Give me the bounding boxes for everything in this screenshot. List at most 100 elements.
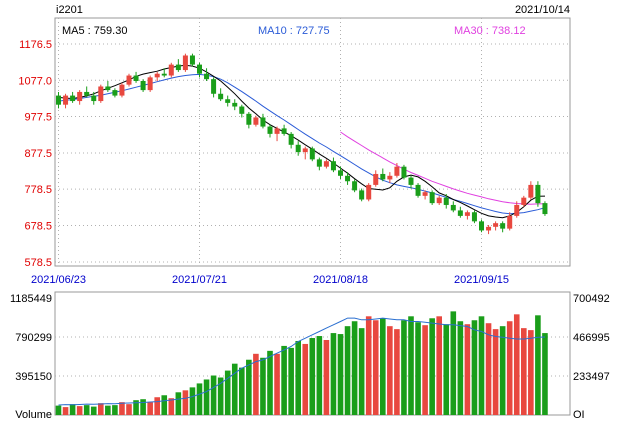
candle-body <box>232 102 238 107</box>
volume-bar <box>69 404 76 415</box>
price-tick-label: 1077.0 <box>18 75 52 87</box>
candle-body <box>161 73 167 76</box>
volume-bar <box>253 353 259 415</box>
volume-bar <box>323 339 330 415</box>
volume-bar <box>133 400 139 415</box>
open-interest-line <box>58 317 546 406</box>
volume-bar <box>316 336 323 415</box>
volume-bar <box>224 370 231 415</box>
candle-body <box>380 173 386 180</box>
price-y-ticks: 1176.5 1077.0 977.5 877.5 778.5 678.5 578.5 <box>18 39 52 269</box>
candle-body <box>274 128 280 134</box>
volume-bar <box>351 321 358 415</box>
price-tick-label: 877.5 <box>24 148 52 160</box>
candle-body <box>63 95 69 105</box>
ma10-line <box>58 73 546 215</box>
candle-body <box>154 73 160 78</box>
candle-body <box>133 75 139 82</box>
oi-right-tick: 466995 <box>573 332 610 344</box>
volume-left-tick: 395150 <box>15 371 52 383</box>
candle-body <box>175 64 181 71</box>
volume-bar <box>288 347 294 415</box>
volume-bar <box>239 367 245 415</box>
date-label: 2021/10/14 <box>515 4 570 16</box>
candle-body <box>542 203 548 215</box>
volume-bar <box>246 359 252 415</box>
candle-body <box>450 204 456 211</box>
candle-body <box>182 55 188 71</box>
candle-body <box>56 95 61 105</box>
volume-bar <box>464 324 471 415</box>
candle-body <box>330 161 336 171</box>
volume-bar <box>196 383 203 415</box>
candle-body <box>415 184 421 196</box>
candle-body <box>225 99 231 103</box>
oi-right-tick: 700492 <box>573 293 610 305</box>
volume-bar <box>76 406 83 415</box>
candle-body <box>464 212 470 216</box>
volume-bar <box>365 316 372 415</box>
volume-bar <box>302 343 309 415</box>
candle-body <box>316 159 322 167</box>
volume-bar <box>154 397 160 415</box>
candle-body <box>471 212 477 222</box>
volume-bar <box>337 334 344 415</box>
ma30-legend: MA30 : 738.12 <box>454 25 526 37</box>
candle-body <box>260 117 266 127</box>
candle-body <box>126 75 132 85</box>
candle-body <box>302 148 308 153</box>
volume-bar <box>260 357 266 415</box>
volume-bar <box>203 379 210 415</box>
volume-bar <box>119 402 125 415</box>
candle-body <box>91 95 97 102</box>
ma5-line <box>58 64 546 219</box>
candle-body <box>366 184 372 200</box>
candle-body <box>147 77 153 91</box>
volume-bar <box>499 326 506 415</box>
volume-bar <box>83 405 90 415</box>
price-tick-label: 578.5 <box>24 257 52 269</box>
candle-body <box>394 166 400 176</box>
volume-bar <box>485 323 492 415</box>
candle-body <box>486 226 492 231</box>
volume-bar <box>471 320 478 415</box>
oi-right-tick: OI <box>573 409 585 420</box>
candle-body <box>429 192 435 204</box>
volume-bars <box>55 311 548 415</box>
candlesticks <box>56 53 548 235</box>
volume-bar <box>175 392 182 415</box>
symbol-label: i2201 <box>56 4 83 16</box>
candle-body <box>401 166 407 178</box>
candle-body <box>422 192 428 196</box>
ma10-legend: MA10 : 727.75 <box>258 25 330 37</box>
candle-body <box>84 91 90 96</box>
candle-body <box>457 210 463 216</box>
ma-legend: MA5 : 759.30 MA10 : 727.75 MA30 : 738.12 <box>62 25 526 37</box>
volume-bar <box>217 377 224 415</box>
date-tick-label: 2021/09/15 <box>454 274 509 286</box>
volume-bar <box>506 321 513 415</box>
price-plot-area <box>54 17 571 267</box>
volume-bar <box>535 315 541 415</box>
candle-body <box>253 117 259 125</box>
candle-body <box>267 126 273 134</box>
volume-bar <box>147 402 153 415</box>
volume-bar <box>513 314 520 415</box>
volume-bar <box>492 329 499 415</box>
candle-body <box>359 190 365 200</box>
candle-body <box>309 148 315 160</box>
volume-bar <box>436 316 442 415</box>
candle-body <box>479 221 484 231</box>
volume-bar <box>521 328 527 415</box>
candle-body <box>493 223 499 227</box>
candle-body <box>112 90 118 96</box>
volume-bar <box>457 321 464 415</box>
volume-bar <box>90 406 97 415</box>
volume-bar <box>372 320 379 415</box>
candle-body <box>521 197 527 205</box>
date-tick-label: 2021/08/18 <box>313 274 368 286</box>
candle-body <box>500 223 506 229</box>
volume-bar <box>189 387 196 415</box>
moving-average-lines <box>58 64 546 219</box>
